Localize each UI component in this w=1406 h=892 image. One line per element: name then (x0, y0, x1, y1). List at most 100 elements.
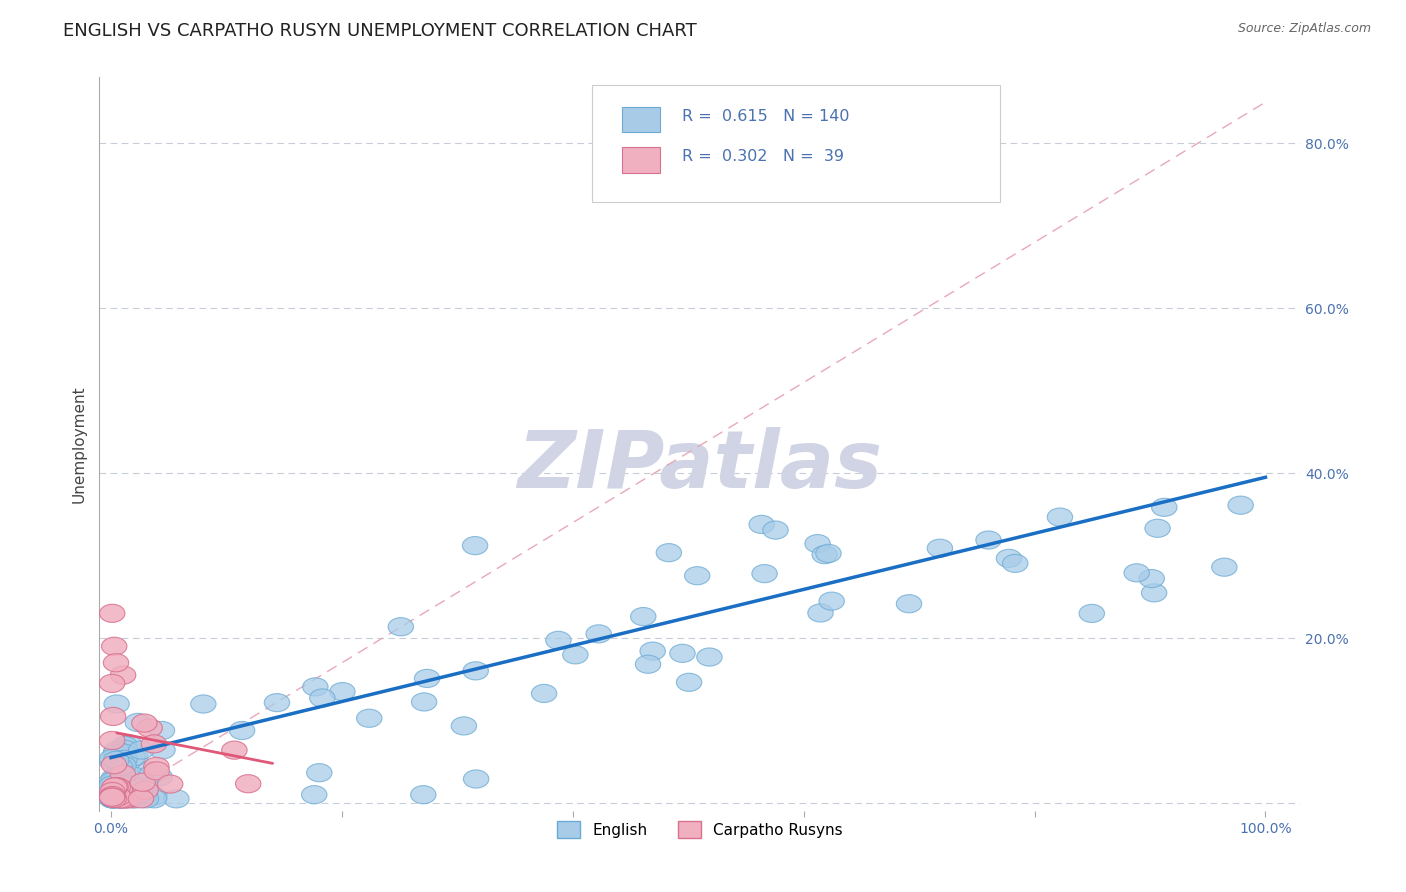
Text: R =  0.615   N = 140: R = 0.615 N = 140 (682, 109, 849, 124)
Ellipse shape (813, 546, 838, 564)
Ellipse shape (100, 788, 125, 806)
Legend: English, Carpatho Rusyns: English, Carpatho Rusyns (551, 815, 849, 844)
Ellipse shape (105, 788, 131, 805)
Ellipse shape (117, 789, 142, 806)
Ellipse shape (128, 785, 153, 803)
Ellipse shape (108, 789, 134, 808)
Text: ZIPatlas: ZIPatlas (517, 427, 882, 506)
Ellipse shape (1142, 583, 1167, 602)
Ellipse shape (229, 722, 254, 739)
Ellipse shape (104, 786, 129, 805)
Ellipse shape (100, 782, 125, 801)
Ellipse shape (105, 780, 132, 798)
Ellipse shape (111, 775, 136, 794)
Ellipse shape (107, 780, 132, 798)
Ellipse shape (112, 740, 138, 758)
Ellipse shape (997, 549, 1022, 567)
Ellipse shape (107, 777, 132, 795)
Ellipse shape (111, 775, 138, 793)
Ellipse shape (121, 789, 146, 808)
Text: ENGLISH VS CARPATHO RUSYN UNEMPLOYMENT CORRELATION CHART: ENGLISH VS CARPATHO RUSYN UNEMPLOYMENT C… (63, 22, 697, 40)
Ellipse shape (105, 775, 131, 793)
Ellipse shape (157, 775, 183, 793)
Ellipse shape (411, 786, 436, 804)
Text: R =  0.302   N =  39: R = 0.302 N = 39 (682, 149, 844, 164)
Ellipse shape (752, 565, 778, 582)
Ellipse shape (669, 644, 695, 663)
Ellipse shape (117, 789, 142, 808)
Ellipse shape (103, 778, 128, 796)
Ellipse shape (763, 521, 789, 539)
Ellipse shape (163, 789, 188, 808)
Ellipse shape (301, 786, 328, 804)
Ellipse shape (100, 782, 125, 801)
Ellipse shape (927, 539, 953, 558)
Ellipse shape (108, 789, 134, 808)
Ellipse shape (120, 766, 145, 785)
Ellipse shape (120, 748, 145, 766)
Ellipse shape (820, 592, 845, 610)
Ellipse shape (132, 714, 157, 732)
Ellipse shape (108, 781, 134, 799)
Ellipse shape (105, 785, 131, 803)
Ellipse shape (104, 789, 129, 807)
Ellipse shape (630, 607, 657, 625)
Ellipse shape (100, 787, 125, 805)
Ellipse shape (107, 774, 132, 793)
Ellipse shape (100, 789, 125, 808)
FancyBboxPatch shape (621, 147, 661, 173)
Ellipse shape (697, 648, 723, 666)
Ellipse shape (120, 788, 145, 805)
Ellipse shape (103, 654, 129, 672)
Ellipse shape (104, 788, 129, 806)
Ellipse shape (117, 735, 142, 753)
Ellipse shape (101, 769, 127, 787)
Ellipse shape (415, 669, 440, 688)
Ellipse shape (139, 765, 165, 783)
FancyBboxPatch shape (621, 107, 661, 133)
Ellipse shape (128, 789, 153, 808)
Ellipse shape (101, 780, 127, 797)
Ellipse shape (464, 770, 489, 788)
Ellipse shape (134, 781, 159, 799)
Ellipse shape (101, 789, 127, 807)
Ellipse shape (105, 765, 131, 784)
Text: Source: ZipAtlas.com: Source: ZipAtlas.com (1237, 22, 1371, 36)
Ellipse shape (1002, 554, 1028, 573)
Ellipse shape (105, 778, 131, 796)
Ellipse shape (125, 776, 150, 795)
Ellipse shape (105, 769, 131, 787)
Ellipse shape (100, 789, 125, 808)
Ellipse shape (101, 637, 127, 656)
Ellipse shape (104, 782, 129, 800)
Ellipse shape (815, 544, 841, 563)
Ellipse shape (264, 694, 290, 712)
Ellipse shape (586, 624, 612, 643)
Ellipse shape (976, 531, 1001, 549)
Ellipse shape (1123, 564, 1149, 582)
Ellipse shape (463, 537, 488, 555)
Ellipse shape (108, 753, 134, 772)
Y-axis label: Unemployment: Unemployment (72, 385, 86, 503)
Ellipse shape (100, 783, 125, 802)
Ellipse shape (101, 789, 127, 806)
Ellipse shape (108, 788, 134, 806)
Ellipse shape (104, 695, 129, 713)
Ellipse shape (115, 784, 141, 802)
Ellipse shape (114, 764, 139, 781)
Ellipse shape (100, 731, 125, 749)
Ellipse shape (546, 632, 571, 649)
Ellipse shape (100, 789, 125, 808)
Ellipse shape (103, 745, 128, 763)
Ellipse shape (302, 678, 328, 696)
Ellipse shape (125, 784, 150, 802)
Ellipse shape (100, 749, 125, 768)
Ellipse shape (107, 787, 132, 805)
Ellipse shape (463, 662, 488, 680)
Ellipse shape (1152, 499, 1177, 516)
Ellipse shape (101, 772, 127, 791)
Ellipse shape (142, 787, 167, 805)
Ellipse shape (148, 768, 173, 786)
Ellipse shape (1227, 496, 1253, 515)
Ellipse shape (100, 604, 125, 623)
